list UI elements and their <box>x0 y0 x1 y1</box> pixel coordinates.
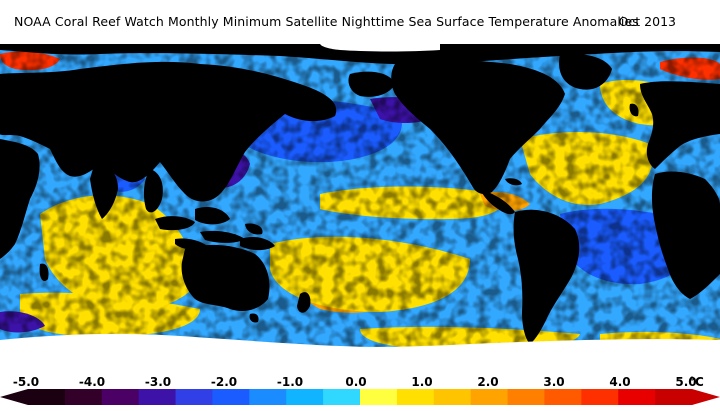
colorbar-swatch <box>101 389 140 405</box>
colorbar-swatch <box>470 389 509 405</box>
antarctic-ice <box>0 333 720 372</box>
colorbar-swatch <box>249 389 287 405</box>
colorbar-swatch <box>64 389 103 405</box>
colorbar-arrow-min <box>0 389 28 405</box>
colorbar-swatch <box>212 389 250 405</box>
colorbar-swatch <box>396 389 435 405</box>
colorbar-tick-label: -2.0 <box>211 375 237 389</box>
colorbar-swatch <box>323 389 361 405</box>
colorbar-tick-label: -5.0 <box>13 375 39 389</box>
colorbar-tick-label: -3.0 <box>145 375 171 389</box>
colorbar-swatches <box>28 389 693 405</box>
colorbar-tick-label: -1.0 <box>277 375 303 389</box>
arctic-ice <box>320 44 440 52</box>
colorbar-tick-label: 5.0 <box>675 375 696 389</box>
colorbar-swatch <box>175 389 213 405</box>
colorbar-unit: °C <box>689 375 704 389</box>
colorbar-tick-label: 3.0 <box>543 375 564 389</box>
colorbar-swatch <box>618 389 656 405</box>
colorbar: -5.0 -4.0 -3.0 -2.0 -1.0 0.0 1.0 2.0 3.0 4.0 5.0 °… <box>0 375 720 405</box>
colorbar-swatch <box>507 389 545 405</box>
colorbar-arrow-max <box>692 389 720 405</box>
header: NOAA Coral Reef Watch Monthly Minimum Sa… <box>0 0 720 44</box>
colorbar-swatch <box>360 389 398 405</box>
page-title: NOAA Coral Reef Watch Monthly Minimum Sa… <box>14 14 639 29</box>
sst-anomaly-map <box>0 44 720 372</box>
colorbar-swatch <box>433 389 472 405</box>
colorbar-swatch <box>581 389 619 405</box>
colorbar-swatch <box>544 389 582 405</box>
colorbar-tick-label: 1.0 <box>411 375 432 389</box>
land-masses <box>0 44 720 344</box>
date-label: Oct 2013 <box>618 14 676 29</box>
colorbar-tick-labels: -5.0 -4.0 -3.0 -2.0 -1.0 0.0 1.0 2.0 3.0 4.0 5.0 <box>13 375 697 389</box>
colorbar-swatch <box>286 389 324 405</box>
colorbar-swatch <box>28 389 66 405</box>
colorbar-swatch <box>655 389 693 405</box>
colorbar-tick-label: 4.0 <box>609 375 630 389</box>
colorbar-tick-label: 0.0 <box>345 375 366 389</box>
colorbar-swatch <box>138 389 177 405</box>
colorbar-tick-label: 2.0 <box>477 375 498 389</box>
colorbar-tick-label: -4.0 <box>79 375 105 389</box>
